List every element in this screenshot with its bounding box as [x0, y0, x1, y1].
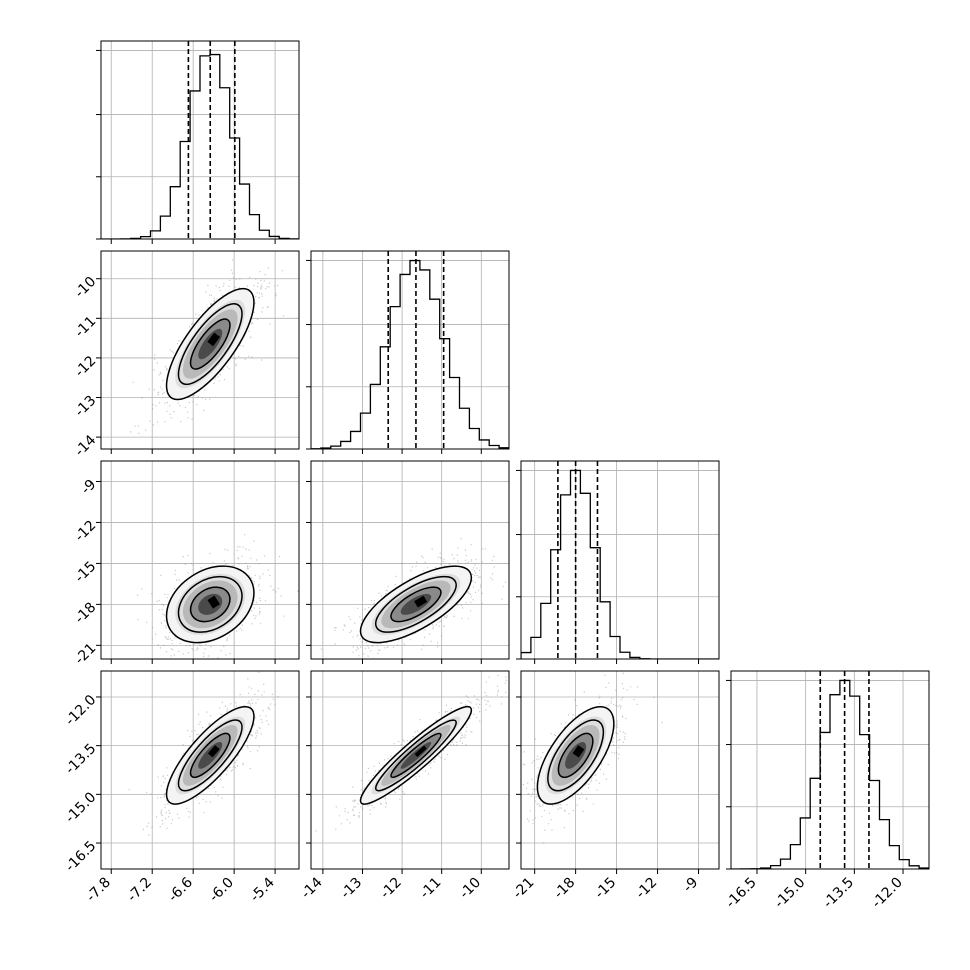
- contour-line: [177, 575, 243, 633]
- panel-3-0: -7.8 -7.2 -6.6 -6.0 -5.4 -16.5 -15.0 -13.5 -12.0: [62, 670, 300, 906]
- x-tick-label: -13.5: [820, 875, 857, 912]
- density-peak: [207, 745, 220, 758]
- panel-frame: [520, 670, 720, 870]
- x-tick-label: -10: [457, 875, 484, 902]
- contour-line: [189, 732, 231, 779]
- contour-line: [374, 575, 457, 633]
- panel-frame: [520, 460, 720, 660]
- density-peak: [207, 595, 220, 609]
- contour-line: [177, 303, 243, 386]
- x-tick-label: -12: [633, 875, 660, 902]
- panel-content: [521, 671, 719, 869]
- density-map: [165, 287, 255, 401]
- y-tick-label: -13.5: [62, 741, 99, 778]
- y-tick-label: -11: [72, 313, 99, 340]
- panel-3-2: -21 -18 -15 -12 -9: [510, 670, 720, 902]
- density-map: [536, 705, 615, 805]
- panel-content: [521, 461, 719, 659]
- x-tick-label: -9: [680, 875, 701, 896]
- panel-frame: [100, 40, 300, 240]
- x-tick-label: -15.0: [772, 875, 809, 912]
- panel-1-0: -14 -13 -12 -11 -10: [72, 250, 300, 460]
- y-tick-label: -10: [72, 274, 99, 301]
- panel-0-0: [96, 40, 300, 244]
- density-map: [359, 565, 473, 644]
- x-tick-label: -11: [417, 875, 444, 902]
- contour-line: [165, 287, 255, 401]
- contour-line: [189, 586, 231, 623]
- y-tick-label: -16.5: [62, 838, 99, 875]
- x-tick-label: -6.6: [165, 874, 196, 905]
- panel-frame: [310, 670, 510, 870]
- panel-content: [101, 251, 299, 449]
- panel-frame: [100, 670, 300, 870]
- panel-content: [101, 671, 299, 869]
- contour-line: [189, 318, 231, 370]
- density-peak: [572, 745, 585, 758]
- contour-line: [359, 705, 473, 805]
- panel-frame: [100, 250, 300, 450]
- y-tick-label: -18: [72, 599, 99, 626]
- x-tick-label: -16.5: [723, 875, 760, 912]
- density-peak: [414, 595, 428, 608]
- x-tick-label: -18: [551, 875, 578, 902]
- x-tick-label: -12: [377, 875, 404, 902]
- panel-3-1: -14 -13 -12 -11 -10: [298, 670, 510, 902]
- y-tick-label: -12.0: [62, 692, 99, 729]
- contour-line: [359, 565, 473, 644]
- panel-2-2: [516, 460, 720, 664]
- panel-frame: [730, 670, 930, 870]
- y-tick-label: -15: [72, 558, 99, 585]
- density-map: [165, 705, 255, 805]
- contour-line: [374, 719, 457, 792]
- x-tick-label: -5.4: [247, 874, 278, 905]
- density-map: [165, 565, 255, 644]
- panel-2-0: -21 -18 -15 -12 -9: [72, 460, 300, 668]
- panel-content: [311, 461, 509, 659]
- x-tick-label: -6.0: [206, 875, 237, 906]
- y-tick-label: -21: [72, 640, 99, 667]
- y-tick-label: -12: [72, 517, 99, 544]
- panel-frame: [100, 460, 300, 660]
- panel-frame: [310, 250, 510, 450]
- y-tick-label: -14: [72, 432, 100, 460]
- x-tick-label: -14: [298, 874, 326, 902]
- x-tick-label: -7.8: [83, 875, 114, 906]
- x-tick-label: -21: [510, 875, 537, 902]
- y-tick-label: -12: [72, 353, 99, 380]
- contour-line: [557, 732, 594, 779]
- x-tick-label: -15: [592, 875, 619, 902]
- contour-line: [547, 719, 605, 792]
- x-tick-label: -12.0: [869, 875, 906, 912]
- contour-line: [536, 705, 615, 805]
- panel-2-1: [306, 460, 510, 664]
- histogram-step: [101, 53, 299, 239]
- histogram-step: [311, 259, 509, 449]
- contour-line: [177, 719, 243, 792]
- histogram-step: [521, 469, 719, 659]
- density-peak: [207, 332, 221, 347]
- contour-line: [390, 732, 442, 779]
- panel-content: [101, 41, 299, 239]
- contour-line: [390, 586, 442, 623]
- panel-content: [311, 671, 509, 869]
- density-peak: [414, 745, 427, 757]
- panel-1-1: [306, 250, 510, 454]
- panel-content: [731, 671, 929, 869]
- contour-line: [165, 565, 255, 644]
- y-tick-label: -15.0: [62, 789, 99, 826]
- panel-content: [311, 251, 509, 449]
- density-map: [359, 705, 473, 805]
- y-tick-label: -13: [72, 393, 99, 420]
- x-tick-label: -13: [338, 875, 365, 902]
- panel-3-3: -16.5 -15.0 -13.5 -12.0: [723, 670, 930, 912]
- panel-frame: [310, 460, 510, 660]
- histogram-step: [731, 679, 929, 869]
- panel-content: [101, 461, 299, 659]
- x-tick-label: -7.2: [124, 875, 155, 906]
- y-tick-label: -9: [78, 477, 99, 498]
